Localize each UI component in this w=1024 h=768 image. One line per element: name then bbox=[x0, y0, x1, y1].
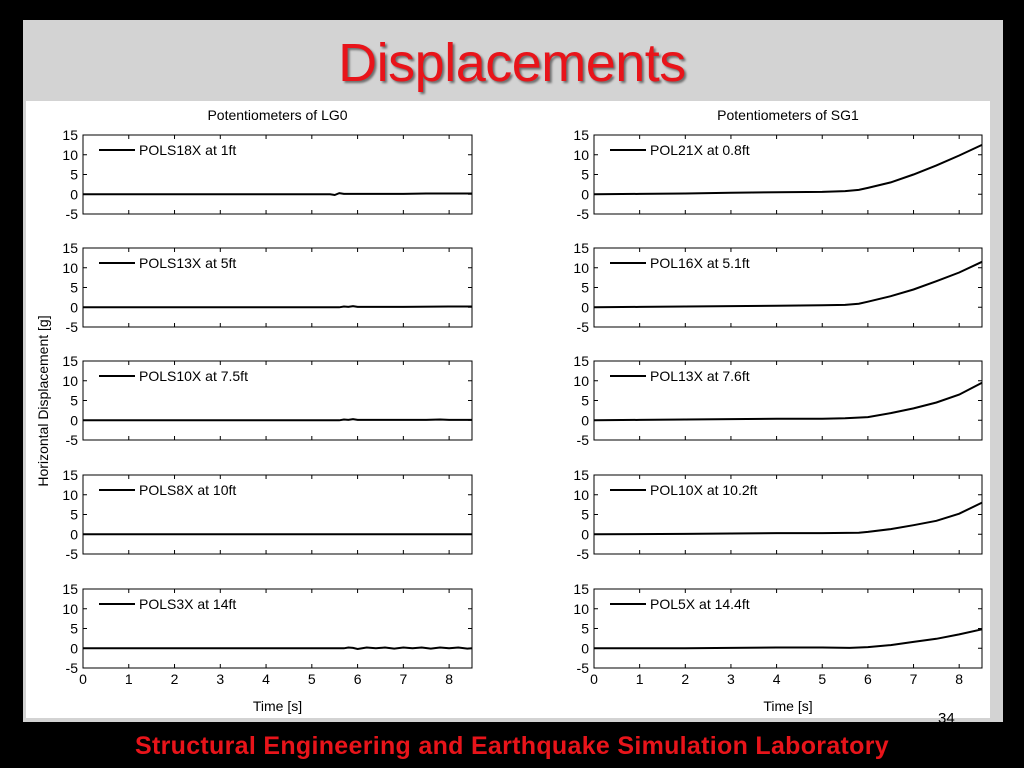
y-tick-label: 5 bbox=[581, 167, 589, 183]
y-tick-label: 10 bbox=[62, 147, 78, 163]
y-tick-label: 10 bbox=[573, 373, 589, 389]
y-tick-label: 0 bbox=[581, 526, 589, 542]
y-tick-label: 15 bbox=[573, 127, 589, 143]
legend-label: POL5X at 14.4ft bbox=[650, 596, 750, 612]
y-tick-label: 0 bbox=[70, 299, 78, 315]
y-tick-label: 10 bbox=[62, 260, 78, 276]
y-axis-label: Horizontal Displacement [g] bbox=[35, 315, 51, 486]
legend-label: POLS10X at 7.5ft bbox=[139, 368, 248, 384]
y-tick-label: 0 bbox=[581, 412, 589, 428]
y-tick-label: 5 bbox=[70, 280, 78, 296]
x-tick-label: 8 bbox=[445, 671, 453, 687]
x-tick-label: 0 bbox=[590, 671, 598, 687]
x-tick-label: 2 bbox=[171, 671, 179, 687]
legend-label: POLS3X at 14ft bbox=[139, 596, 236, 612]
y-tick-label: 10 bbox=[62, 373, 78, 389]
x-tick-label: 3 bbox=[727, 671, 735, 687]
x-tick-label: 1 bbox=[125, 671, 133, 687]
y-tick-label: 15 bbox=[62, 353, 78, 369]
x-tick-label: 7 bbox=[399, 671, 407, 687]
y-tick-label: -5 bbox=[577, 206, 590, 222]
y-tick-label: 10 bbox=[573, 147, 589, 163]
y-tick-label: 0 bbox=[70, 526, 78, 542]
series-line bbox=[83, 418, 472, 422]
slide-title: Displacements bbox=[338, 33, 686, 93]
legend-label: POL10X at 10.2ft bbox=[650, 482, 758, 498]
y-tick-label: -5 bbox=[66, 546, 79, 562]
footer-text: Structural Engineering and Earthquake Si… bbox=[135, 732, 889, 760]
legend-label: POLS13X at 5ft bbox=[139, 255, 236, 271]
y-tick-label: 5 bbox=[581, 393, 589, 409]
y-tick-label: 0 bbox=[70, 640, 78, 656]
y-tick-label: -5 bbox=[66, 319, 79, 335]
x-tick-label: 2 bbox=[681, 671, 689, 687]
y-tick-label: 5 bbox=[70, 393, 78, 409]
x-tick-label: 5 bbox=[818, 671, 826, 687]
x-tick-label: 1 bbox=[636, 671, 644, 687]
x-tick-label: 6 bbox=[354, 671, 362, 687]
series-line bbox=[83, 192, 472, 197]
x-tick-label: 6 bbox=[864, 671, 872, 687]
legend-label: POL13X at 7.6ft bbox=[650, 368, 750, 384]
y-tick-label: 5 bbox=[581, 280, 589, 296]
y-tick-label: 10 bbox=[62, 601, 78, 617]
y-tick-label: -5 bbox=[577, 432, 590, 448]
x-axis-label: Time [s] bbox=[763, 698, 812, 714]
legend-label: POL21X at 0.8ft bbox=[650, 142, 750, 158]
page-number: 34 bbox=[938, 710, 955, 727]
figure-area: Potentiometers of LG0 -5 0 5 10 15 POLS18X at … bbox=[26, 101, 990, 718]
column-title: Potentiometers of LG0 bbox=[207, 107, 347, 123]
y-tick-label: 15 bbox=[573, 240, 589, 256]
y-tick-label: -5 bbox=[577, 546, 590, 562]
y-tick-label: 15 bbox=[573, 353, 589, 369]
y-tick-label: 5 bbox=[581, 507, 589, 523]
y-tick-label: 0 bbox=[581, 299, 589, 315]
y-tick-label: 5 bbox=[581, 621, 589, 637]
series-line bbox=[593, 143, 983, 196]
x-axis-label: Time [s] bbox=[253, 698, 302, 714]
x-tick-label: 0 bbox=[79, 671, 87, 687]
y-tick-label: 10 bbox=[62, 487, 78, 503]
series-line bbox=[593, 260, 983, 309]
y-tick-label: 5 bbox=[70, 167, 78, 183]
y-tick-label: 15 bbox=[573, 581, 589, 597]
column-title: Potentiometers of SG1 bbox=[717, 107, 859, 123]
legend-label: POL16X at 5.1ft bbox=[650, 255, 750, 271]
y-tick-label: 0 bbox=[70, 186, 78, 202]
y-tick-label: 15 bbox=[62, 467, 78, 483]
series-line bbox=[593, 381, 983, 422]
series-line bbox=[593, 501, 983, 536]
x-tick-label: 5 bbox=[308, 671, 316, 687]
y-tick-label: 15 bbox=[62, 240, 78, 256]
y-tick-label: 5 bbox=[70, 621, 78, 637]
x-tick-label: 4 bbox=[773, 671, 781, 687]
series-line bbox=[83, 305, 472, 309]
y-tick-label: 10 bbox=[573, 260, 589, 276]
y-tick-label: -5 bbox=[66, 206, 79, 222]
y-tick-label: -5 bbox=[577, 319, 590, 335]
x-tick-label: 7 bbox=[910, 671, 918, 687]
series-line bbox=[594, 628, 983, 650]
y-tick-label: 0 bbox=[581, 186, 589, 202]
x-tick-label: 3 bbox=[216, 671, 224, 687]
y-tick-label: 0 bbox=[581, 640, 589, 656]
y-tick-label: 0 bbox=[70, 412, 78, 428]
y-tick-label: -5 bbox=[66, 660, 79, 676]
y-tick-label: 10 bbox=[573, 601, 589, 617]
y-tick-label: -5 bbox=[66, 432, 79, 448]
y-tick-label: 10 bbox=[573, 487, 589, 503]
x-tick-label: 8 bbox=[955, 671, 963, 687]
y-tick-label: 15 bbox=[573, 467, 589, 483]
legend-label: POLS18X at 1ft bbox=[139, 142, 236, 158]
series-line bbox=[83, 646, 473, 651]
y-tick-label: -5 bbox=[577, 660, 590, 676]
y-tick-label: 15 bbox=[62, 581, 78, 597]
legend-label: POLS8X at 10ft bbox=[139, 482, 236, 498]
y-tick-label: 5 bbox=[70, 507, 78, 523]
y-tick-label: 15 bbox=[62, 127, 78, 143]
x-tick-label: 4 bbox=[262, 671, 270, 687]
